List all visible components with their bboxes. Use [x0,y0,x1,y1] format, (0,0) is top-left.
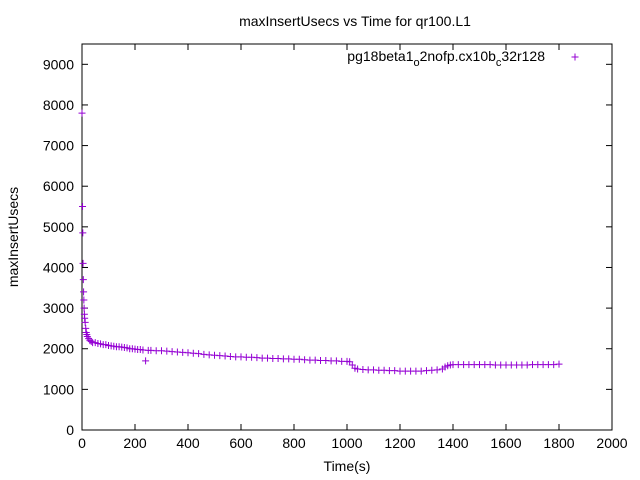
legend-subscript: o [413,57,419,69]
data-point [433,366,441,374]
data-point [195,350,203,358]
x-tick-label: 200 [123,435,147,451]
data-point [81,318,89,326]
y-tick-label: 6000 [43,178,74,194]
x-tick-label: 1400 [437,435,468,451]
x-tick-label: 1600 [490,435,521,451]
data-point [79,276,87,284]
data-point [80,304,88,312]
data-point [87,337,95,345]
legend-marker [571,53,579,61]
legend-text: 32r128 [501,48,545,64]
y-axis-label: maxInsertUsecs [5,187,21,287]
y-tick-label: 8000 [43,97,74,113]
data-point [81,314,89,322]
data-points [78,109,563,375]
y-tick-label: 1000 [43,381,74,397]
data-point [78,109,86,117]
y-tick-label: 0 [66,422,74,438]
y-tick-label: 3000 [43,300,74,316]
axis-ticks: 0 200 400 600 800 1000 1200 1400 1600 1800 2000 0 10… [43,44,628,451]
x-tick-label: 400 [176,435,200,451]
legend-label: pg18beta1o2nofp.cx10bc32r128 [347,48,545,69]
x-tick-label: 1200 [384,435,415,451]
x-tick-label: 1800 [543,435,574,451]
data-point [82,324,90,332]
data-point [80,296,88,304]
legend-subscript: c [496,57,502,69]
x-tick-label: 800 [282,435,306,451]
chart-title: maxInsertUsecs vs Time for qr100.L1 [239,13,471,29]
data-point [79,259,87,267]
data-point [142,357,150,365]
data-point [555,360,563,368]
data-point [79,203,87,211]
data-point [80,288,88,296]
x-tick-label: 0 [78,435,86,451]
y-tick-label: 4000 [43,259,74,275]
legend-text: pg18beta1 [347,48,413,64]
x-tick-label: 600 [229,435,253,451]
legend: pg18beta1o2nofp.cx10bc32r128 [347,48,579,69]
x-tick-label: 1000 [331,435,362,451]
y-tick-label: 9000 [43,56,74,72]
x-tick-label: 2000 [596,435,627,451]
y-tick-label: 7000 [43,138,74,154]
plot-frame [81,43,613,431]
x-axis-label: Time(s) [324,458,371,474]
data-point [79,229,87,237]
y-tick-label: 5000 [43,219,74,235]
legend-text: 2nofp.cx10b [420,48,496,64]
y-tick-label: 2000 [43,341,74,357]
